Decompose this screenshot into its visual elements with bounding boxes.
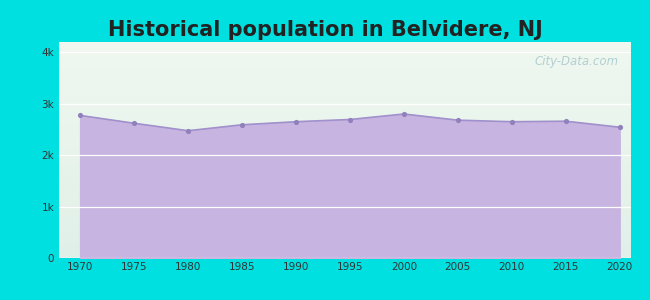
- Point: [237, 122, 247, 127]
- Point: [344, 117, 355, 122]
- Point: [75, 113, 85, 118]
- Point: [291, 119, 301, 124]
- Point: [129, 121, 139, 126]
- Point: [506, 119, 517, 124]
- Point: [614, 125, 625, 130]
- Text: City-Data.com: City-Data.com: [535, 55, 619, 68]
- Text: Historical population in Belvidere, NJ: Historical population in Belvidere, NJ: [108, 20, 542, 40]
- Point: [452, 118, 463, 123]
- Point: [560, 119, 571, 124]
- Point: [183, 128, 193, 133]
- Point: [398, 112, 409, 116]
